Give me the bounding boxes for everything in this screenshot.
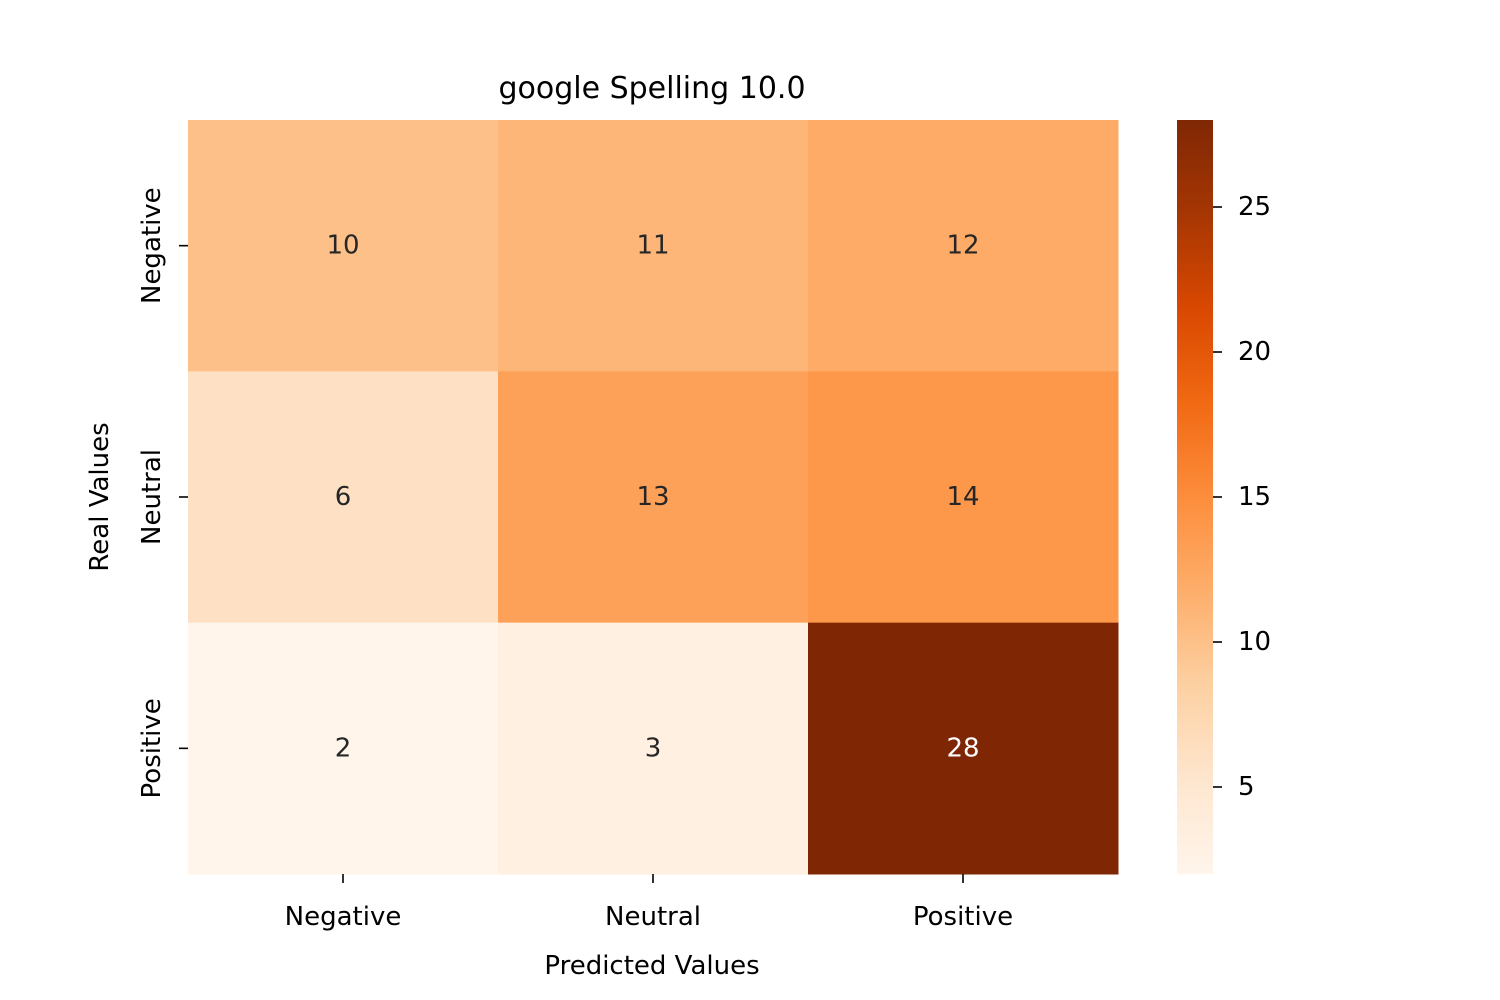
y-tick-label-0: Negative (137, 187, 167, 304)
x-tick-label-1: Neutral (605, 902, 701, 932)
x-axis-label: Predicted Values (544, 951, 759, 981)
cell-value-1-1: 13 (636, 482, 669, 512)
chart-title: google Spelling 10.0 (498, 71, 805, 106)
colorbar-tick-label-3: 20 (1238, 337, 1271, 367)
heatmap-cell-2-2 (808, 622, 1119, 875)
cell-value-2-1: 3 (645, 733, 662, 763)
cell-value-1-2: 14 (946, 482, 979, 512)
y-axis-label: Real Values (85, 422, 115, 571)
heatmap-cell-0-1 (498, 120, 809, 372)
cell-value-1-0: 6 (335, 482, 352, 512)
colorbar-ticks: 5 10 15 20 25 (1213, 192, 1271, 802)
heatmap-cell-2-0 (188, 622, 499, 875)
x-axis: Negative Neutral Positive (285, 874, 1013, 932)
heatmap-cell-2-1 (498, 622, 809, 875)
x-tick-label-2: Positive (913, 902, 1013, 932)
x-tick-label-0: Negative (285, 902, 402, 932)
heatmap-cell-1-0 (188, 371, 499, 624)
cell-value-2-0: 2 (335, 733, 352, 763)
y-axis: Negative Neutral Positive (137, 187, 188, 798)
heatmap-cell-labels: 10 11 12 6 13 14 2 3 28 (326, 231, 979, 764)
heatmap-cell-0-2 (808, 120, 1119, 372)
colorbar-tick-label-1: 10 (1238, 627, 1271, 657)
cell-value-0-2: 12 (946, 231, 979, 261)
cell-value-0-0: 10 (326, 231, 359, 261)
heatmap-cell-1-1 (498, 371, 809, 624)
y-tick-label-1: Neutral (137, 449, 167, 545)
y-tick-label-2: Positive (137, 698, 167, 798)
heatmap-cell-0-0 (188, 120, 499, 372)
colorbar-tick-label-2: 15 (1238, 482, 1271, 512)
colorbar-tick-label-4: 25 (1238, 192, 1271, 222)
colorbar (1177, 120, 1213, 874)
cell-value-0-1: 11 (636, 231, 669, 261)
colorbar-tick-label-0: 5 (1238, 772, 1255, 802)
heatmap-cells (188, 120, 1119, 875)
cell-value-2-2: 28 (946, 733, 979, 763)
heatmap-cell-1-2 (808, 371, 1119, 624)
